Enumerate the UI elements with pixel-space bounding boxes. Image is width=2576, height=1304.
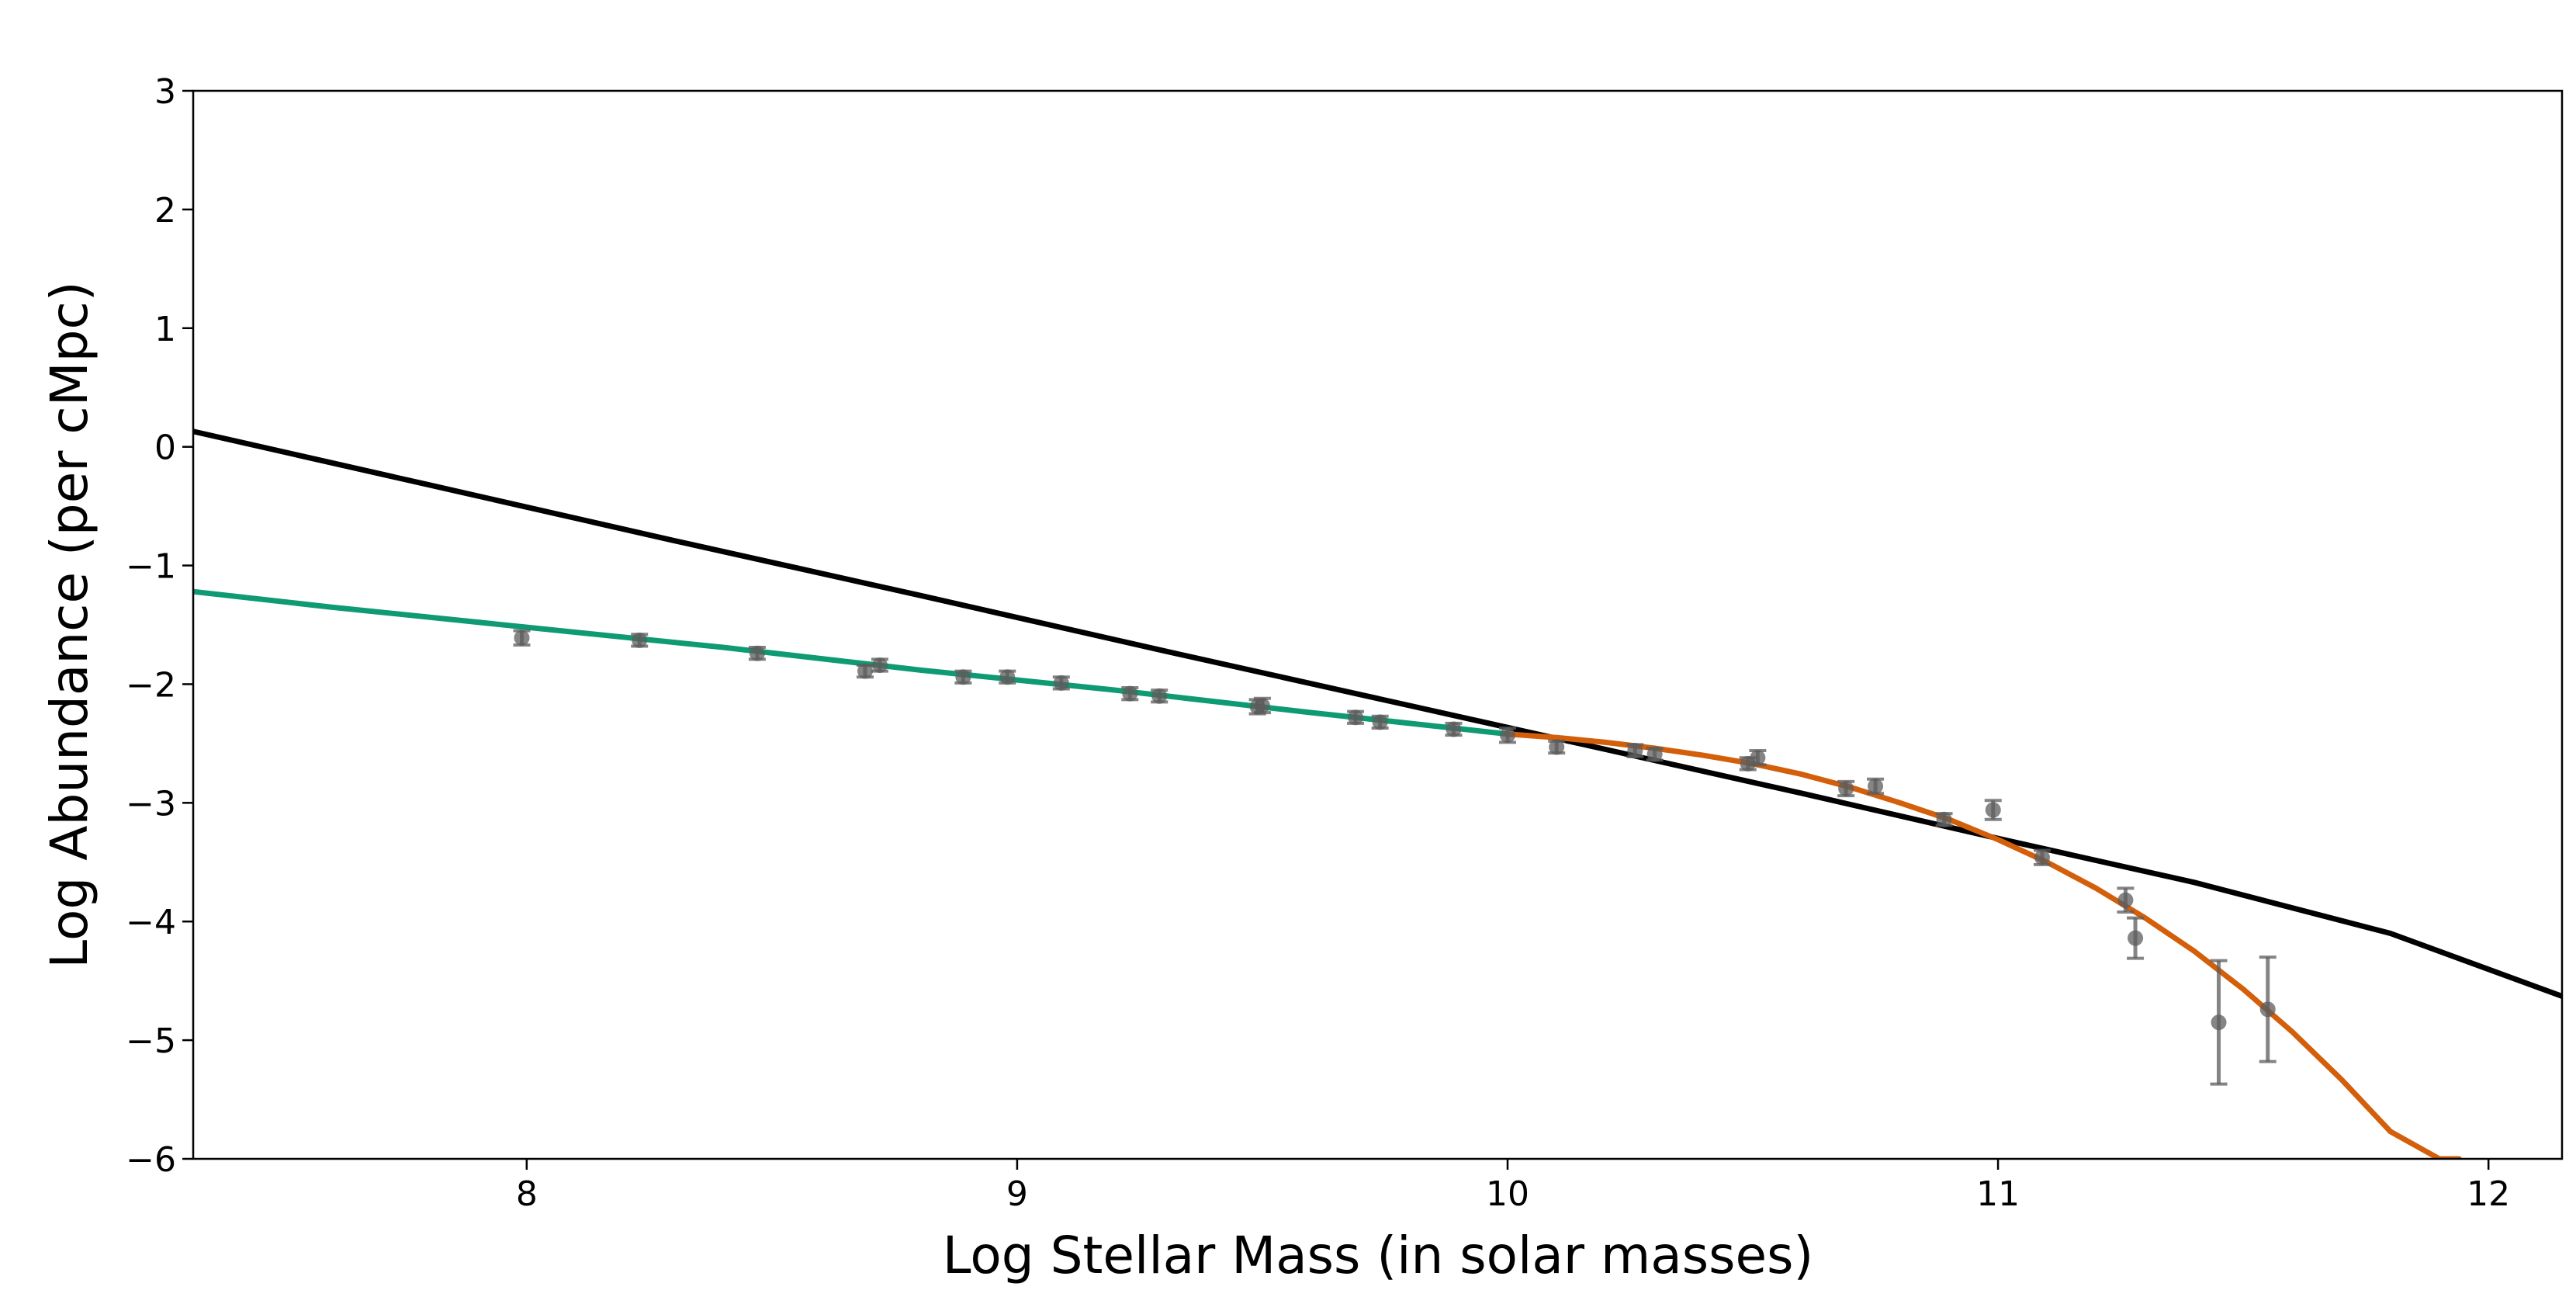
data-point (1984, 799, 2002, 821)
data-point (1253, 696, 1271, 715)
data-point (856, 663, 874, 679)
data-marker (1868, 778, 1884, 794)
plot-content (193, 428, 2562, 1159)
x-tick-label: 10 (1486, 1174, 1529, 1214)
data-marker (2128, 930, 2144, 946)
data-point (1935, 811, 1953, 827)
data-marker (2259, 1001, 2276, 1018)
y-tick-label: 1 (154, 310, 176, 349)
y-tick-label: −5 (126, 1021, 176, 1061)
x-tick-label: 12 (2467, 1174, 2510, 1214)
data-marker (1254, 697, 1270, 713)
data-point (871, 657, 888, 673)
data-point (954, 669, 972, 685)
data-point (513, 629, 531, 647)
y-axis-title: Log Abundance (per cMpc) (40, 281, 99, 968)
data-point (999, 669, 1016, 685)
data-point (1052, 675, 1070, 691)
data-marker (2117, 892, 2134, 908)
data-point (1151, 688, 1169, 704)
data-point (1646, 746, 1664, 762)
data-marker (1053, 675, 1069, 691)
data-marker (749, 645, 765, 661)
y-tick-label: −6 (126, 1140, 176, 1180)
y-tick-label: 3 (154, 72, 176, 112)
y-tick-label: 2 (154, 191, 176, 231)
data-point (1347, 709, 1365, 726)
data-marker (1646, 746, 1663, 762)
data-point (1548, 739, 1566, 755)
data-marker (1985, 802, 2001, 818)
data-marker (1750, 750, 1766, 766)
data-marker (1446, 721, 1462, 737)
data-marker (999, 669, 1016, 685)
data-marker (1348, 709, 1364, 726)
data-marker (955, 669, 971, 685)
data-marker (1122, 685, 1138, 702)
data-marker (1500, 727, 1516, 744)
data-marker (632, 632, 648, 648)
x-tick-label: 11 (1976, 1174, 2020, 1214)
x-tick-label: 8 (516, 1174, 538, 1214)
data-marker (1627, 743, 1643, 759)
y-tick-label: 0 (154, 428, 176, 468)
data-point (1121, 685, 1139, 702)
data-point (1867, 777, 1885, 796)
x-axis-ticks: 8 9 10 11 12 (516, 1159, 2510, 1214)
data-point (1371, 714, 1389, 730)
data-point (1445, 721, 1463, 737)
data-point (2117, 886, 2135, 914)
x-tick-label: 9 (1006, 1174, 1028, 1214)
data-point (1626, 743, 1644, 759)
data-point (1837, 779, 1855, 798)
data-marker (857, 663, 873, 679)
data-marker (871, 657, 888, 673)
y-tick-label: −3 (126, 784, 176, 824)
data-marker (2211, 1014, 2227, 1031)
data-marker (1549, 739, 1565, 755)
low-mass-fit-line (193, 588, 1511, 737)
data-point (631, 632, 649, 648)
y-tick-label: −1 (126, 547, 176, 587)
data-point (2033, 848, 2051, 866)
y-axis-ticks: 3 2 1 0 −1 −2 −3 −4 −5 −6 (126, 72, 193, 1180)
data-point (2127, 916, 2145, 960)
data-point (2259, 955, 2277, 1063)
data-marker (1936, 811, 1952, 827)
data-marker (2034, 849, 2050, 865)
plot-frame (192, 89, 2564, 1160)
data-point (2210, 959, 2228, 1086)
data-marker (1372, 714, 1388, 730)
y-tick-label: −2 (126, 665, 176, 705)
data-point (1499, 727, 1517, 744)
schechter-fit-line (1504, 731, 2462, 1159)
data-marker (1838, 780, 1854, 796)
x-axis-title: Log Stellar Mass (in solar masses) (943, 1226, 1813, 1285)
data-point (1749, 749, 1767, 767)
data-point (748, 645, 766, 661)
data-marker (514, 629, 530, 646)
data-marker (1151, 688, 1168, 704)
y-tick-label: −4 (126, 903, 176, 942)
